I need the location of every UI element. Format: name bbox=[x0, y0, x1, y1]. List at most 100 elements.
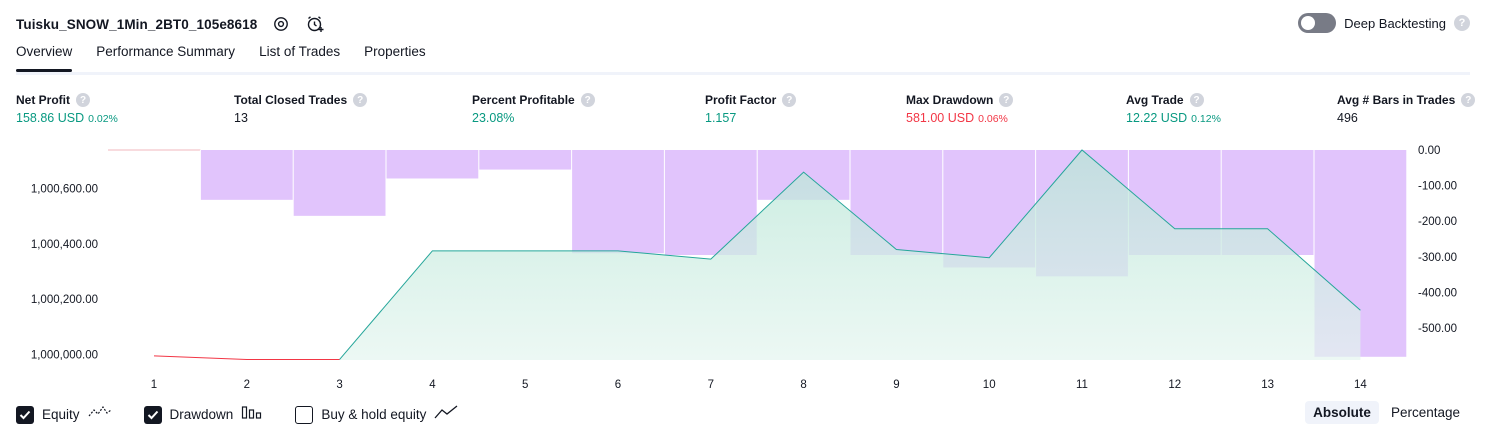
strategy-name: Tuisku_SNOW_1Min_2BT0_105e8618 bbox=[16, 16, 258, 32]
help-icon[interactable]: ? bbox=[580, 93, 595, 107]
metric-avg-trade: Avg Trade? 12.22 USD 0.12% bbox=[1126, 93, 1221, 125]
metric-value: 581.00 USD 0.06% bbox=[906, 111, 1013, 125]
metric-percent: 0.02% bbox=[88, 113, 118, 125]
toggle-knob bbox=[1301, 16, 1316, 30]
x-tick-label: 4 bbox=[429, 379, 436, 391]
metric-label: Total Closed Trades? bbox=[234, 93, 368, 107]
metric-label-text: Total Closed Trades bbox=[234, 93, 348, 107]
help-icon[interactable]: ? bbox=[1454, 15, 1470, 31]
chart-legend: Equity Drawdown Buy & hold equity bbox=[16, 404, 490, 425]
x-tick-label: 8 bbox=[800, 379, 806, 391]
metric-avg-bars-in-trades: Avg # Bars in Trades? 496 bbox=[1337, 93, 1476, 125]
drawdown-bar bbox=[386, 150, 479, 179]
drawdown-bar bbox=[571, 150, 665, 254]
x-tick-label: 3 bbox=[336, 379, 342, 391]
metric-value-text: 12.22 USD bbox=[1126, 111, 1188, 125]
metric-value-text: 1.157 bbox=[705, 111, 737, 125]
deep-backtesting-label: Deep Backtesting bbox=[1344, 15, 1446, 31]
x-tick-label: 12 bbox=[1168, 379, 1181, 391]
metric-value-text: 581.00 USD bbox=[906, 111, 975, 125]
x-tick-label: 9 bbox=[893, 379, 899, 391]
x-tick-label: 1 bbox=[151, 379, 157, 391]
metric-value-text: 23.08% bbox=[472, 111, 515, 125]
metric-label: Net Profit? bbox=[16, 93, 118, 107]
legend-equity[interactable]: Equity bbox=[16, 404, 112, 425]
x-tick-label: 5 bbox=[522, 379, 528, 391]
x-tick-label: 7 bbox=[708, 379, 714, 391]
metric-profit-factor: Profit Factor? 1.157 bbox=[705, 93, 797, 125]
tab-overview[interactable]: Overview bbox=[16, 44, 73, 72]
view-mode-switch: Absolute Percentage bbox=[1305, 401, 1468, 424]
metric-label: Max Drawdown? bbox=[906, 93, 1014, 107]
metric-label-text: Avg Trade bbox=[1126, 93, 1184, 107]
drawdown-label: Drawdown bbox=[169, 407, 234, 422]
metric-max-drawdown: Max Drawdown? 581.00 USD 0.06% bbox=[906, 93, 1014, 125]
legend-buy-hold-equity[interactable]: Buy & hold equity bbox=[295, 404, 458, 425]
metric-value: 496 bbox=[1337, 111, 1475, 125]
metric-label-text: Percent Profitable bbox=[472, 93, 575, 107]
tab-divider bbox=[16, 72, 1470, 75]
metric-value: 12.22 USD 0.12% bbox=[1126, 111, 1221, 125]
metric-label: Avg # Bars in Trades? bbox=[1337, 93, 1476, 107]
x-tick-label: 11 bbox=[1076, 379, 1088, 391]
metric-percent: 0.06% bbox=[978, 113, 1008, 125]
metric-label-text: Net Profit bbox=[16, 93, 70, 107]
y-right-tick-label: -300.00 bbox=[1418, 252, 1457, 264]
help-icon[interactable]: ? bbox=[1189, 93, 1204, 107]
drawdown-bar bbox=[478, 150, 572, 170]
equity-area bbox=[339, 150, 1361, 360]
metric-label-text: Max Drawdown bbox=[906, 93, 994, 107]
y-left-tick-label: 1,000,400.00 bbox=[31, 239, 98, 251]
absolute-button[interactable]: Absolute bbox=[1305, 401, 1379, 424]
percentage-button[interactable]: Percentage bbox=[1390, 405, 1460, 420]
metric-label: Profit Factor? bbox=[705, 93, 797, 107]
metric-value-text: 158.86 USD bbox=[16, 111, 85, 125]
tab-list-of-trades[interactable]: List of Trades bbox=[259, 44, 341, 59]
y-right-tick-label: -100.00 bbox=[1418, 181, 1457, 193]
deep-backtesting-toggle[interactable] bbox=[1298, 13, 1337, 33]
y-right-tick-label: 0.00 bbox=[1418, 145, 1440, 157]
metric-label-text: Avg # Bars in Trades bbox=[1337, 93, 1456, 107]
buy-hold-checkbox[interactable] bbox=[295, 405, 314, 424]
y-right-tick-label: -500.00 bbox=[1418, 323, 1457, 335]
help-icon[interactable]: ? bbox=[999, 93, 1014, 107]
equity-line-icon bbox=[88, 404, 112, 425]
y-left-tick-label: 1,000,200.00 bbox=[31, 294, 98, 306]
help-icon[interactable]: ? bbox=[76, 93, 90, 107]
x-tick-label: 2 bbox=[244, 379, 250, 391]
metric-value-text: 496 bbox=[1337, 111, 1358, 125]
metric-label: Percent Profitable? bbox=[472, 93, 595, 107]
metric-value: 23.08% bbox=[472, 111, 595, 125]
drawdown-bar bbox=[200, 150, 294, 200]
gear-icon[interactable] bbox=[271, 14, 291, 34]
legend-drawdown[interactable]: Drawdown bbox=[143, 404, 264, 425]
alarm-clock-plus-icon[interactable] bbox=[305, 14, 325, 34]
tab-performance-summary[interactable]: Performance Summary bbox=[96, 44, 236, 59]
drawdown-bars-icon bbox=[241, 404, 263, 425]
x-tick-label: 13 bbox=[1261, 379, 1274, 391]
strategy-header: Tuisku_SNOW_1Min_2BT0_105e8618 bbox=[16, 12, 325, 36]
metric-net-profit: Net Profit? 158.86 USD 0.02% bbox=[16, 93, 118, 125]
y-right-tick-label: -400.00 bbox=[1418, 287, 1457, 299]
equity-checkbox[interactable] bbox=[16, 405, 34, 424]
metric-value-text: 13 bbox=[234, 111, 248, 125]
equity-line-negative bbox=[153, 355, 340, 360]
metric-value: 13 bbox=[234, 111, 367, 125]
equity-label: Equity bbox=[42, 407, 80, 422]
y-left-tick-label: 1,000,000.00 bbox=[31, 349, 98, 361]
metric-value: 1.157 bbox=[705, 111, 796, 125]
x-tick-label: 6 bbox=[615, 379, 621, 391]
x-tick-label: 14 bbox=[1354, 379, 1367, 391]
deep-backtesting: Deep Backtesting ? bbox=[1298, 13, 1470, 33]
metric-total-closed-trades: Total Closed Trades? 13 bbox=[234, 93, 368, 125]
equity-drawdown-chart[interactable]: 1,000,000.00 1,000,200.00 1,000,400.00 1,00… bbox=[0, 140, 1486, 396]
tab-bar: Overview Performance Summary List of Tra… bbox=[16, 44, 426, 72]
help-icon[interactable]: ? bbox=[353, 93, 368, 107]
drawdown-bar bbox=[293, 150, 386, 216]
metric-value: 158.86 USD 0.02% bbox=[16, 111, 118, 125]
help-icon[interactable]: ? bbox=[782, 93, 797, 107]
tab-properties[interactable]: Properties bbox=[364, 44, 426, 59]
help-icon[interactable]: ? bbox=[1461, 93, 1476, 107]
drawdown-checkbox[interactable] bbox=[143, 405, 162, 424]
metric-label-text: Profit Factor bbox=[705, 93, 777, 107]
